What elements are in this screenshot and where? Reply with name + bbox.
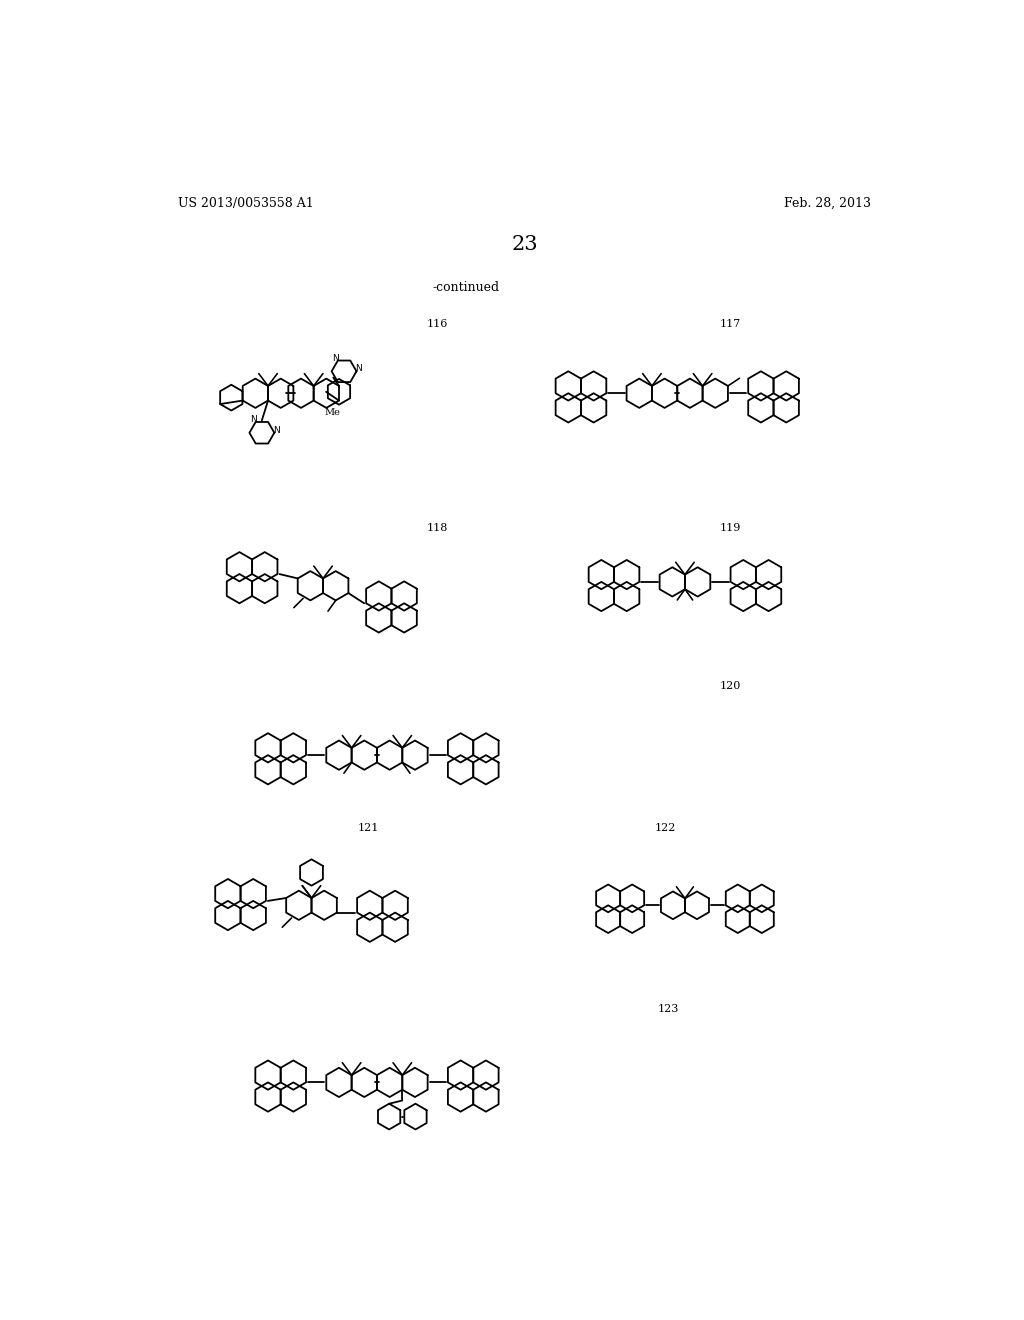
Text: N: N (332, 354, 339, 363)
Text: 117: 117 (720, 319, 740, 329)
Text: 123: 123 (658, 1005, 679, 1014)
Text: Me: Me (325, 408, 340, 417)
Text: Feb. 28, 2013: Feb. 28, 2013 (784, 197, 871, 210)
Text: 120: 120 (720, 681, 741, 690)
Text: -continued: -continued (432, 281, 500, 294)
Text: 121: 121 (357, 824, 379, 833)
Text: 118: 118 (427, 523, 449, 533)
Text: 23: 23 (511, 235, 539, 255)
Text: 116: 116 (427, 319, 449, 329)
Text: 122: 122 (654, 824, 676, 833)
Text: N: N (355, 364, 362, 374)
Text: 119: 119 (720, 523, 741, 533)
Text: N: N (273, 426, 280, 436)
Text: N: N (250, 416, 257, 424)
Text: US 2013/0053558 A1: US 2013/0053558 A1 (178, 197, 314, 210)
